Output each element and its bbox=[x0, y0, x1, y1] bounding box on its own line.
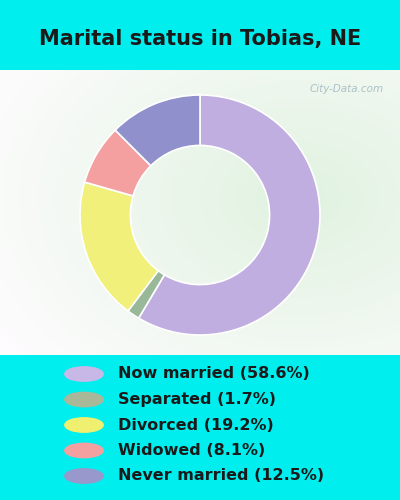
Circle shape bbox=[65, 469, 103, 483]
Wedge shape bbox=[115, 95, 200, 166]
Text: Now married (58.6%): Now married (58.6%) bbox=[118, 366, 310, 382]
Wedge shape bbox=[128, 270, 164, 318]
Circle shape bbox=[65, 367, 103, 381]
Circle shape bbox=[65, 392, 103, 406]
Text: City-Data.com: City-Data.com bbox=[310, 84, 384, 94]
Wedge shape bbox=[80, 182, 158, 311]
Text: Widowed (8.1%): Widowed (8.1%) bbox=[118, 443, 265, 458]
Text: Separated (1.7%): Separated (1.7%) bbox=[118, 392, 276, 407]
Wedge shape bbox=[84, 130, 151, 196]
Text: Marital status in Tobias, NE: Marital status in Tobias, NE bbox=[39, 28, 361, 48]
Circle shape bbox=[65, 418, 103, 432]
Text: Divorced (19.2%): Divorced (19.2%) bbox=[118, 418, 274, 432]
Text: Never married (12.5%): Never married (12.5%) bbox=[118, 468, 324, 483]
Wedge shape bbox=[139, 95, 320, 335]
Circle shape bbox=[65, 444, 103, 458]
